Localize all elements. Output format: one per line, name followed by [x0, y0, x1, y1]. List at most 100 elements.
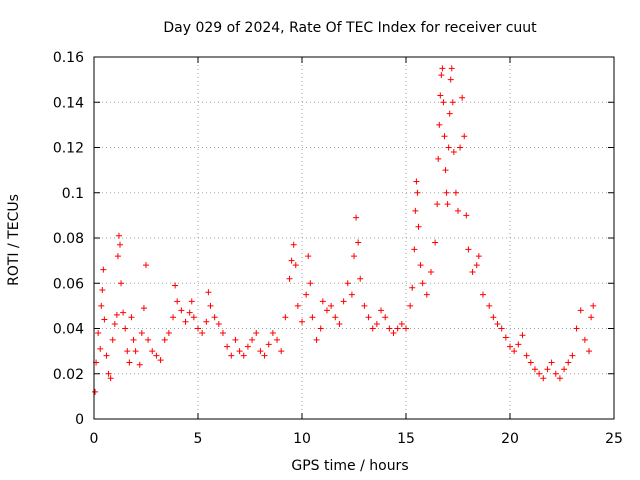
data-point [203, 319, 209, 325]
data-point [588, 314, 594, 320]
data-point [291, 242, 297, 248]
data-point [451, 149, 457, 155]
data-point [117, 242, 123, 248]
data-point [293, 262, 299, 268]
y-axis-label: ROTI / TECUs [6, 194, 22, 286]
data-point [253, 330, 259, 336]
data-point [145, 337, 151, 343]
data-point [411, 246, 417, 252]
data-point [395, 326, 401, 332]
data-point [128, 314, 134, 320]
data-point [382, 314, 388, 320]
data-point [249, 337, 255, 343]
data-point [503, 335, 509, 341]
data-point [544, 366, 550, 372]
y-tick-label: 0.02 [53, 367, 84, 383]
data-point [126, 359, 132, 365]
data-point [459, 95, 465, 101]
data-point [582, 337, 588, 343]
data-point [143, 262, 149, 268]
data-point [557, 375, 563, 381]
data-point [115, 253, 121, 259]
data-point [463, 212, 469, 218]
y-tick-label: 0.12 [53, 141, 84, 157]
data-point [237, 348, 243, 354]
data-point [386, 326, 392, 332]
data-point [495, 321, 501, 327]
data-point [341, 298, 347, 304]
data-point [428, 269, 434, 275]
data-point [439, 65, 445, 71]
data-point [374, 321, 380, 327]
y-tick-label: 0.16 [53, 50, 84, 66]
data-point [314, 337, 320, 343]
data-point [195, 326, 201, 332]
y-tick-label: 0.1 [62, 186, 84, 202]
data-point [480, 292, 486, 298]
data-point [205, 289, 211, 295]
x-tick-label: 0 [90, 431, 99, 447]
data-point [199, 330, 205, 336]
data-point [110, 337, 116, 343]
data-point [241, 353, 247, 359]
data-point [507, 344, 513, 350]
data-point [474, 262, 480, 268]
data-point [345, 280, 351, 286]
y-tick-label: 0 [75, 412, 84, 428]
data-point [590, 303, 596, 309]
data-point [153, 353, 159, 359]
x-tick-label: 10 [293, 431, 311, 447]
data-point [324, 307, 330, 313]
data-point [486, 303, 492, 309]
x-tick-label: 20 [501, 431, 519, 447]
data-point [332, 314, 338, 320]
data-point [320, 298, 326, 304]
data-point [245, 344, 251, 350]
data-point [172, 283, 178, 289]
data-point [553, 371, 559, 377]
data-point [361, 303, 367, 309]
data-point [437, 92, 443, 98]
data-point [457, 145, 463, 151]
data-point [92, 389, 98, 395]
data-point [524, 353, 530, 359]
data-point [262, 353, 268, 359]
data-point [490, 314, 496, 320]
data-point [415, 224, 421, 230]
data-point [158, 357, 164, 363]
data-point [446, 145, 452, 151]
data-point [366, 314, 372, 320]
data-point [101, 316, 107, 322]
data-point [536, 371, 542, 377]
data-point [282, 314, 288, 320]
data-point [318, 326, 324, 332]
data-point [122, 326, 128, 332]
data-point [307, 280, 313, 286]
data-points [92, 65, 596, 395]
data-point [412, 208, 418, 214]
data-point [519, 332, 525, 338]
data-point [355, 240, 361, 246]
data-point [424, 292, 430, 298]
data-point [187, 310, 193, 316]
data-point [309, 314, 315, 320]
data-point [216, 321, 222, 327]
roti-chart: Day 029 of 2024, Rate Of TEC Index for r… [0, 0, 640, 480]
data-point [189, 298, 195, 304]
data-point [99, 287, 105, 293]
x-tick-label: 15 [397, 431, 415, 447]
data-point [118, 280, 124, 286]
data-point [561, 366, 567, 372]
data-point [207, 303, 213, 309]
data-point [436, 122, 442, 128]
data-point [328, 303, 334, 309]
data-point [120, 310, 126, 316]
data-point [295, 303, 301, 309]
y-tick-label: 0.08 [53, 231, 84, 247]
data-point [470, 269, 476, 275]
data-point [274, 337, 280, 343]
grid [94, 57, 614, 419]
data-point [432, 240, 438, 246]
data-point [413, 178, 419, 184]
data-point [435, 156, 441, 162]
